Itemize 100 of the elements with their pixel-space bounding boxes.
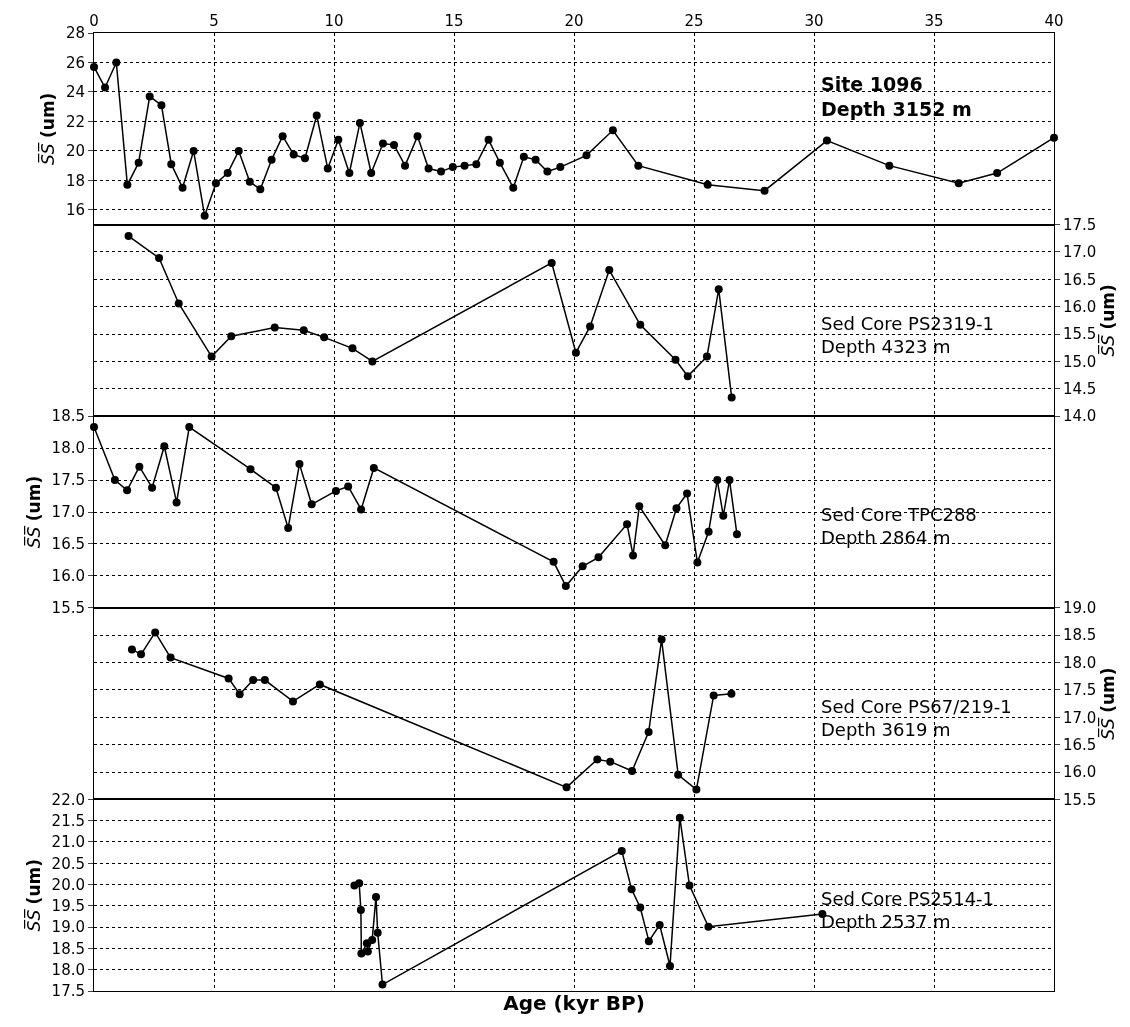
point: [617, 846, 626, 855]
point: [885, 161, 894, 170]
point: [704, 527, 713, 536]
point: [561, 582, 570, 591]
point: [101, 83, 110, 92]
point: [623, 520, 632, 529]
point: [519, 152, 528, 161]
point: [635, 502, 644, 511]
point: [123, 180, 132, 189]
point: [543, 167, 552, 176]
y2-tick-label: 18.5: [1063, 626, 1097, 645]
y-tick-label: 19.0: [51, 918, 85, 937]
x-tick-label: 20: [564, 12, 584, 30]
y-tick-label: 16.5: [51, 535, 85, 554]
point: [127, 645, 136, 654]
point: [727, 689, 736, 698]
y2-tick-label: 17.5: [1063, 215, 1097, 234]
point: [369, 463, 378, 472]
point: [1050, 133, 1058, 142]
y-tick-label: 21.0: [51, 833, 85, 852]
y-tick-label: 22.0: [51, 790, 85, 809]
point: [137, 650, 146, 659]
y-tick-label: 24: [65, 83, 85, 102]
point: [675, 813, 684, 822]
point: [460, 161, 469, 170]
point: [245, 177, 254, 186]
point: [954, 179, 963, 188]
point: [448, 163, 457, 172]
point: [235, 690, 244, 699]
point: [271, 483, 280, 492]
point: [368, 357, 377, 366]
point: [608, 126, 617, 135]
y-axis-title: S̅S̅ (um): [23, 475, 45, 549]
point: [666, 961, 674, 970]
point: [145, 92, 154, 101]
y-tick-label: 17.5: [51, 982, 85, 1001]
point: [157, 101, 166, 110]
point: [135, 462, 144, 471]
point: [288, 697, 297, 706]
y-tick-label: 16.0: [51, 567, 85, 586]
point: [509, 183, 518, 192]
y2-tick-label: 18.0: [1063, 653, 1097, 672]
point: [189, 146, 198, 155]
point: [307, 500, 316, 509]
y-tick-label: 17.5: [51, 471, 85, 490]
y-axis-title: S̅S̅ (um): [37, 92, 59, 165]
point: [363, 947, 372, 956]
x-tick-label: 0: [89, 12, 99, 30]
point: [299, 326, 308, 335]
x-tick-label: 35: [924, 12, 944, 30]
point: [344, 482, 353, 491]
point: [267, 155, 276, 164]
point: [582, 151, 591, 160]
y-tick-label: 21.5: [51, 811, 85, 830]
point: [437, 167, 446, 176]
point: [284, 523, 293, 532]
point: [644, 937, 653, 946]
point: [334, 135, 343, 144]
point: [134, 158, 143, 167]
point: [713, 476, 722, 485]
y-tick-label: 26: [65, 53, 85, 72]
point: [484, 135, 493, 144]
y-tick-label: 20.5: [51, 854, 85, 873]
point: [993, 169, 1002, 178]
y-tick-label: 18.0: [51, 960, 85, 979]
point: [207, 352, 216, 361]
point: [594, 553, 603, 562]
point: [714, 285, 723, 294]
point: [657, 635, 666, 644]
point: [211, 179, 220, 188]
point: [224, 674, 233, 683]
y-tick-label: 16: [65, 201, 85, 220]
point: [155, 253, 164, 262]
y2-tick-label: 14.5: [1063, 380, 1097, 399]
annotation: Sed Core PS2319-1 Depth 4323 m: [821, 313, 995, 358]
point: [571, 348, 580, 357]
point: [234, 146, 243, 155]
y2-tick-label: 17.5: [1063, 681, 1097, 700]
point: [357, 505, 366, 514]
y2-tick-label: 16.0: [1063, 297, 1097, 316]
point: [295, 460, 304, 469]
point: [822, 136, 831, 145]
x-tick-label: 5: [209, 12, 219, 30]
point: [312, 111, 321, 120]
point: [331, 486, 340, 495]
point: [300, 154, 309, 163]
point: [223, 169, 232, 178]
point: [674, 770, 683, 779]
point: [320, 333, 329, 342]
point: [636, 903, 645, 912]
y2-tick-label: 19.0: [1063, 599, 1097, 618]
point: [249, 676, 258, 685]
point: [644, 728, 653, 737]
y2-tick-label: 16.0: [1063, 763, 1097, 782]
point: [227, 332, 236, 341]
x-axis-title: Age (kyr BP): [503, 990, 645, 1015]
point: [148, 483, 157, 492]
point: [683, 372, 692, 381]
point: [357, 949, 366, 958]
point: [719, 511, 728, 520]
